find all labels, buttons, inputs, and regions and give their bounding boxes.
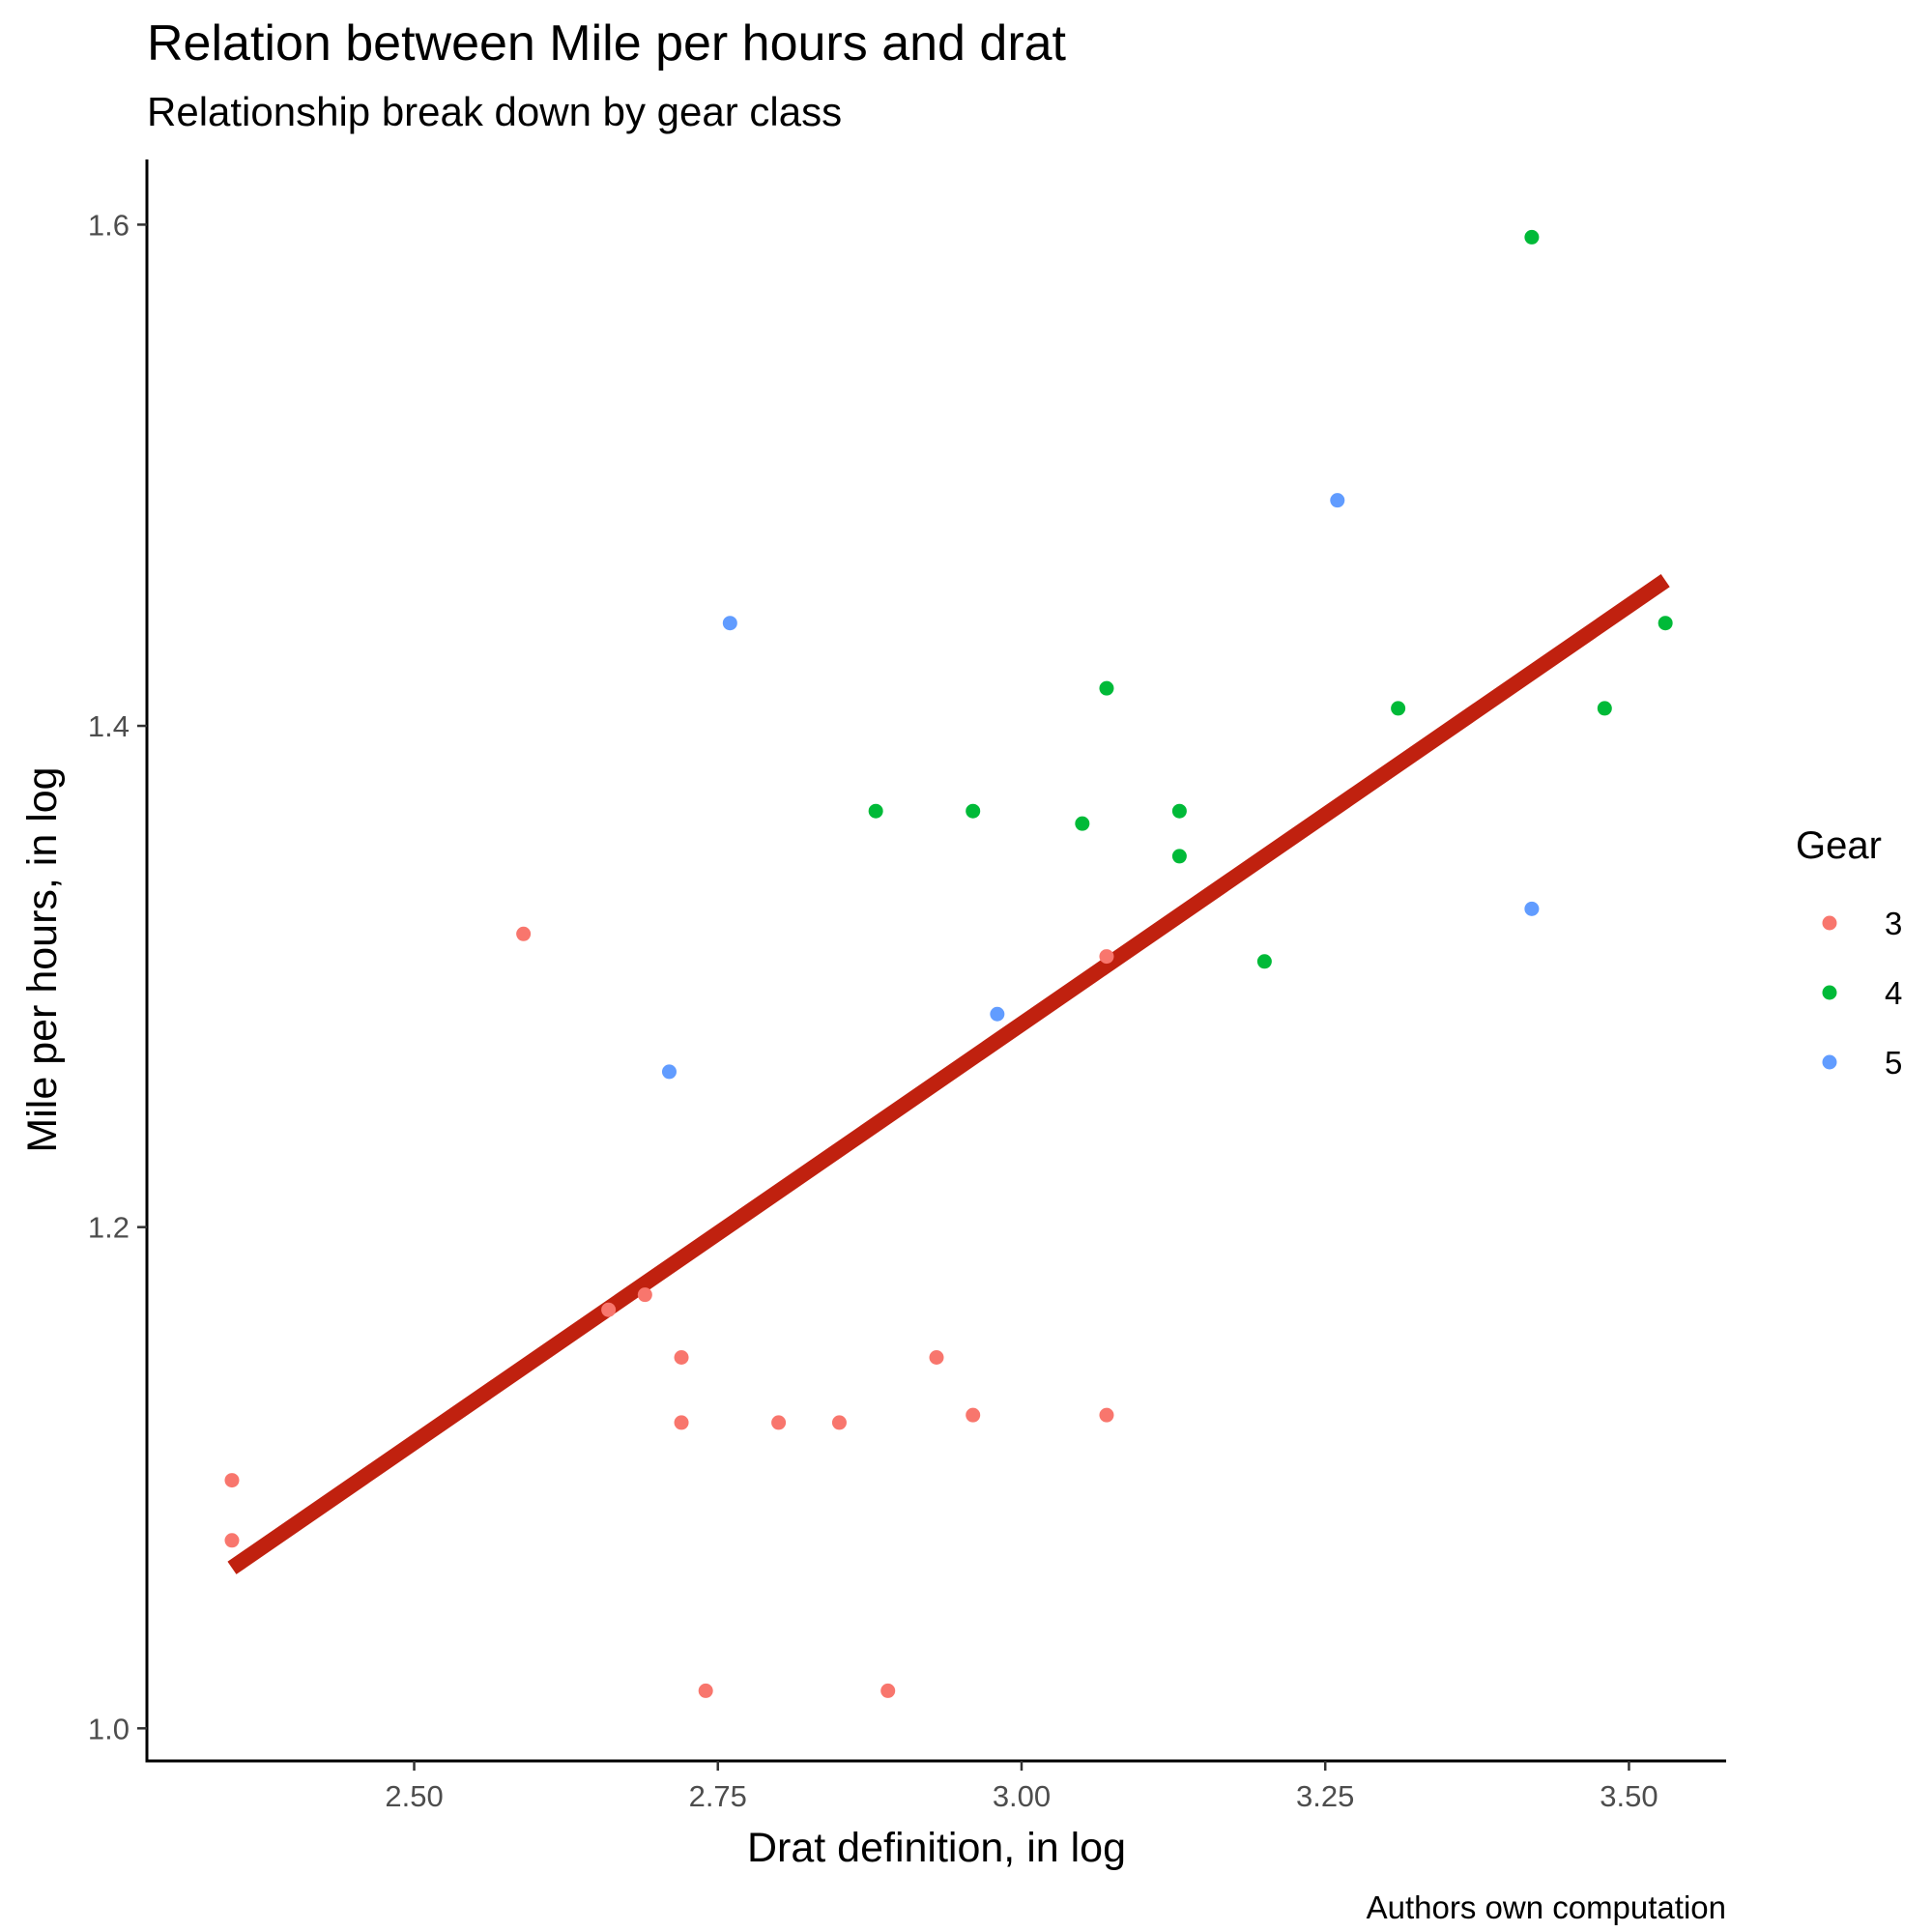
legend-label-5: 5 <box>1885 1045 1902 1081</box>
x-axis-ticks: 2.50 2.75 3.00 3.25 3.50 <box>385 1761 1658 1813</box>
y-axis-ticks: 1.0 1.2 1.4 1.6 <box>88 208 147 1745</box>
data-point-gear-4 <box>966 803 981 819</box>
trend-line <box>227 574 1670 1574</box>
y-tick-label: 1.6 <box>88 208 130 242</box>
data-point-gear-3 <box>698 1683 713 1698</box>
y-tick-label: 1.2 <box>88 1211 130 1245</box>
x-tick-label: 2.50 <box>385 1779 443 1813</box>
data-point-gear-3 <box>516 926 532 941</box>
data-point-gear-3 <box>966 1407 981 1423</box>
legend-key-5 <box>1822 1054 1837 1070</box>
y-axis-title: Mile per hours, in log <box>19 766 66 1152</box>
data-point-gear-3 <box>674 1415 689 1430</box>
chart-subtitle: Relationship break down by gear class <box>147 89 842 134</box>
data-point-gear-4 <box>1256 954 1272 969</box>
data-point-gear-3 <box>1099 949 1114 965</box>
data-point-gear-4 <box>1524 229 1540 245</box>
y-tick-label: 1.0 <box>88 1712 130 1745</box>
data-point-gear-3 <box>224 1533 240 1548</box>
x-tick-label: 3.50 <box>1600 1779 1658 1813</box>
legend: Gear 3 4 5 <box>1796 824 1902 1081</box>
data-point-gear-3 <box>674 1350 689 1366</box>
data-point-gear-3 <box>831 1415 847 1430</box>
legend-key-3 <box>1822 915 1837 931</box>
data-point-gear-5 <box>1524 901 1540 916</box>
data-point-gear-4 <box>1658 616 1673 631</box>
data-point-gear-4 <box>1075 816 1090 831</box>
data-point-gear-4 <box>1099 680 1114 696</box>
data-point-gear-4 <box>1391 701 1406 716</box>
x-tick-label: 2.75 <box>689 1779 747 1813</box>
chart-caption: Authors own computation <box>1367 1889 1726 1925</box>
data-point-gear-4 <box>868 803 883 819</box>
legend-items: 3 4 5 <box>1822 906 1902 1081</box>
data-point-gear-3 <box>929 1350 944 1366</box>
legend-label-3: 3 <box>1885 906 1902 941</box>
data-point-gear-4 <box>1171 849 1187 864</box>
y-tick-label: 1.4 <box>88 709 130 743</box>
data-point-gear-3 <box>1099 1407 1114 1423</box>
legend-label-4: 4 <box>1885 975 1902 1011</box>
data-point-gear-3 <box>601 1302 617 1317</box>
x-tick-label: 3.00 <box>993 1779 1051 1813</box>
chart-title: Relation between Mile per hours and drat <box>147 15 1067 72</box>
data-point-gear-3 <box>771 1415 787 1430</box>
data-point-gear-5 <box>722 616 737 631</box>
trend-line-layer <box>227 574 1670 1574</box>
x-tick-label: 3.25 <box>1296 1779 1354 1813</box>
x-axis-title: Drat definition, in log <box>747 1825 1126 1871</box>
data-point-gear-5 <box>990 1006 1005 1022</box>
data-point-gear-3 <box>880 1683 896 1698</box>
data-point-gear-4 <box>1597 701 1612 716</box>
data-points-layer <box>224 229 1673 1698</box>
data-point-gear-5 <box>661 1064 677 1080</box>
legend-title: Gear <box>1796 824 1882 867</box>
data-point-gear-3 <box>224 1473 240 1488</box>
data-point-gear-4 <box>1171 803 1187 819</box>
data-point-gear-5 <box>1330 493 1345 508</box>
legend-key-4 <box>1822 985 1837 1000</box>
data-point-gear-3 <box>637 1287 652 1303</box>
